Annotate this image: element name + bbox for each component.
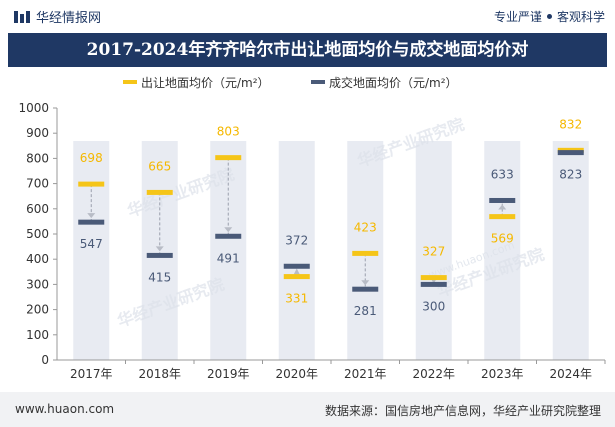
connector-arrow	[361, 280, 370, 286]
title-bar: 2017-2024年齐齐哈尔市出让地面均价与成交地面均价对	[8, 33, 607, 67]
x-tick-label: 2022年	[412, 367, 455, 381]
connector-arrow	[224, 227, 233, 233]
data-label-series1: 327	[422, 245, 445, 259]
data-label-series1: 331	[285, 292, 308, 306]
legend-swatch-series2	[311, 80, 325, 84]
data-label-series2: 415	[148, 270, 171, 284]
bar-series1	[283, 274, 310, 280]
data-label-series2: 491	[217, 251, 240, 265]
separator-dot-icon	[546, 14, 552, 19]
legend-swatch-series1	[123, 80, 137, 84]
data-label-series2: 547	[80, 237, 103, 251]
y-tick-label: 0	[41, 353, 49, 367]
connector-arrow	[293, 268, 300, 275]
brand-name: 华经情报网	[36, 11, 102, 26]
bar-series2	[146, 252, 173, 258]
column-background	[552, 141, 589, 360]
y-tick-label: 800	[26, 151, 49, 165]
bar-series2	[78, 219, 105, 225]
data-label-series1: 423	[354, 220, 377, 234]
y-tick-label: 900	[26, 126, 49, 140]
data-label-series1: 832	[559, 117, 582, 131]
bar-series2	[352, 286, 379, 292]
data-label-series2: 281	[354, 304, 377, 318]
chart-title: 2017-2024年齐齐哈尔市出让地面均价与成交地面均价对	[86, 40, 529, 60]
data-label-series2: 372	[285, 233, 308, 247]
legend-label-series1: 出让地面均价（元/m²）	[141, 76, 270, 90]
connector-arrow	[498, 204, 507, 210]
legend-label-series2: 成交地面均价（元/m²）	[329, 75, 458, 90]
y-tick-label: 100	[26, 328, 49, 342]
bar-series1	[146, 189, 173, 195]
x-tick-label: 2020年	[275, 367, 318, 381]
data-label-series1: 698	[80, 151, 103, 165]
bar-series1	[215, 155, 242, 161]
bar-series2	[489, 197, 516, 203]
data-label-series2: 633	[491, 167, 514, 181]
y-tick-label: 1000	[18, 101, 49, 115]
chart: 出让地面均价（元/m²） 成交地面均价（元/m²） 华经产业研究院华经产业研究院…	[18, 75, 606, 381]
column-background	[484, 141, 521, 360]
x-tick-label: 2021年	[344, 367, 387, 381]
y-tick-label: 500	[26, 227, 49, 241]
tagline-b: 客观科学	[556, 10, 605, 24]
y-tick-label: 200	[26, 303, 49, 317]
x-tick-label: 2024年	[549, 367, 592, 381]
y-tick-label: 400	[26, 252, 49, 266]
connector-arrow	[155, 246, 164, 252]
x-tick-label: 2018年	[138, 367, 181, 381]
data-label-series1: 803	[217, 125, 240, 139]
bar-series2	[215, 233, 242, 239]
data-label-series2: 823	[559, 168, 582, 182]
y-tick-label: 600	[26, 202, 49, 216]
tagline: 专业严谨 客观科学	[494, 8, 605, 25]
column-background	[278, 141, 315, 360]
column-background	[73, 141, 110, 360]
footer-source: 数据来源：国信房地产信息网，华经产业研究院整理	[324, 404, 601, 418]
bar-series2	[283, 263, 310, 269]
column-background	[415, 141, 452, 360]
legend: 出让地面均价（元/m²） 成交地面均价（元/m²）	[123, 75, 458, 90]
tagline-a: 专业严谨	[493, 10, 542, 24]
bar-series1	[352, 250, 379, 256]
connector-arrow	[87, 213, 96, 219]
bar-series1	[489, 214, 516, 220]
footer-site[interactable]: www.huaon.com	[15, 402, 115, 416]
y-tick-label: 700	[26, 177, 49, 191]
x-tick-label: 2023年	[481, 367, 524, 381]
data-label-series1: 665	[148, 159, 171, 173]
top-bar: 华经情报网 专业严谨 客观科学	[0, 0, 615, 32]
data-label-series1: 569	[491, 232, 514, 246]
x-tick-label: 2017年	[70, 367, 113, 381]
data-label-series2: 300	[422, 299, 445, 313]
bar-series2	[557, 150, 584, 156]
logo-icon	[14, 10, 30, 23]
bar-series1	[420, 275, 447, 281]
y-tick-label: 300	[26, 277, 49, 291]
column-background	[210, 141, 247, 360]
x-tick-label: 2019年	[207, 367, 250, 381]
bar-series2	[420, 281, 447, 287]
column-background	[347, 141, 384, 360]
footer: www.huaon.com 数据来源：国信房地产信息网，华经产业研究院整理	[0, 392, 615, 427]
brand[interactable]: 华经情报网	[14, 7, 101, 26]
bar-series1	[78, 181, 105, 187]
